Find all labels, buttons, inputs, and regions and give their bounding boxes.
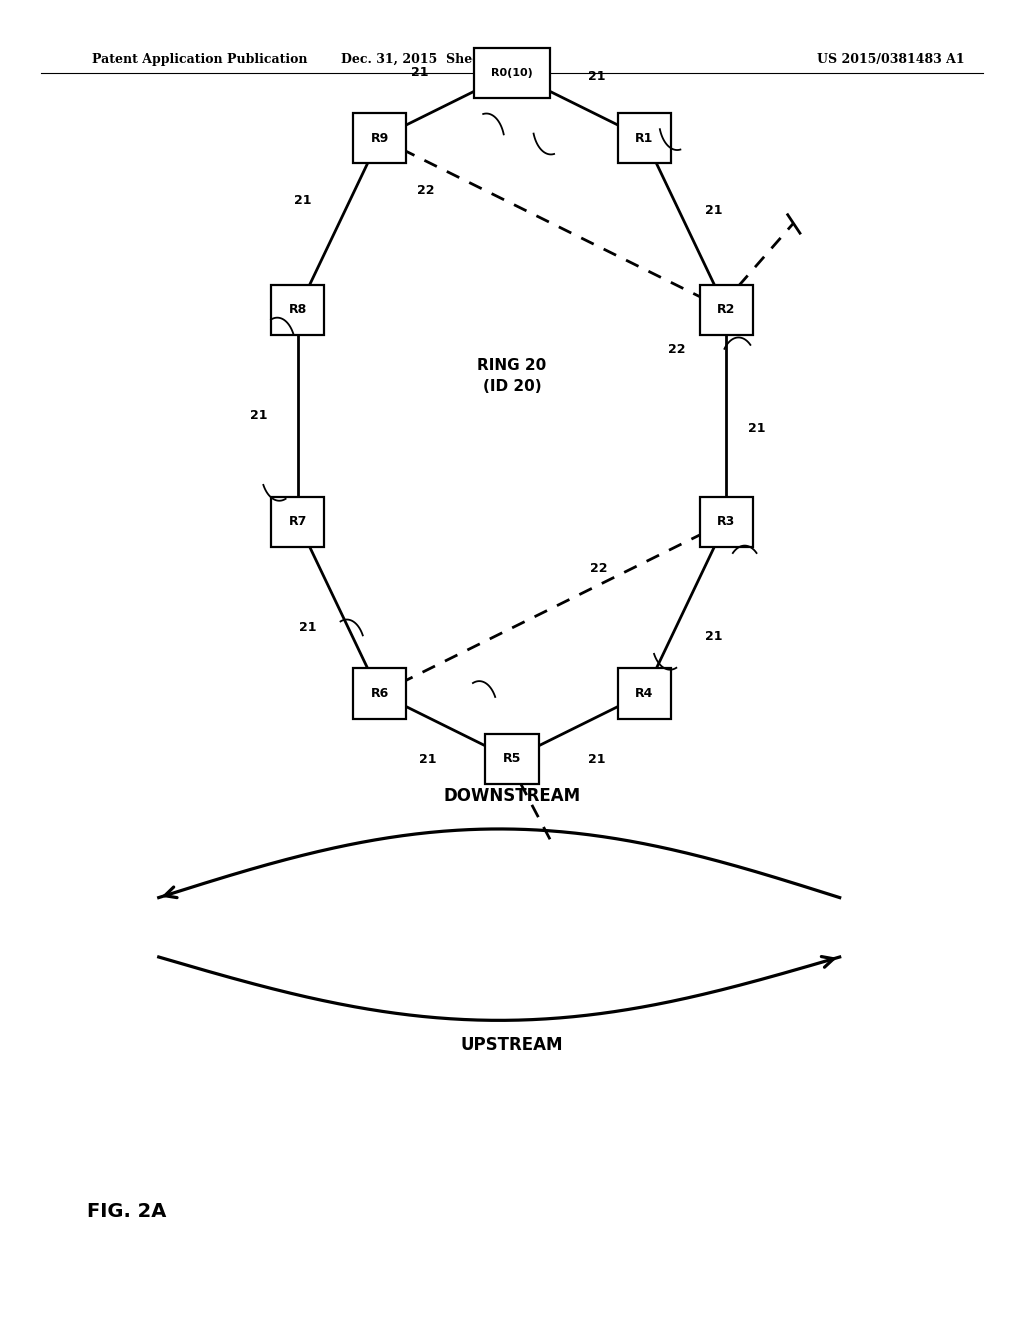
Text: 21: 21 [749, 422, 766, 436]
Text: 21: 21 [299, 620, 316, 634]
Text: UPSTREAM: UPSTREAM [461, 1036, 563, 1055]
FancyBboxPatch shape [617, 114, 671, 164]
Text: R0(10): R0(10) [492, 67, 532, 78]
Text: US 2015/0381483 A1: US 2015/0381483 A1 [817, 53, 965, 66]
Text: R1: R1 [635, 132, 653, 145]
FancyBboxPatch shape [699, 285, 753, 335]
Text: Patent Application Publication: Patent Application Publication [92, 53, 307, 66]
Text: 22: 22 [417, 185, 434, 198]
Text: DOWNSTREAM: DOWNSTREAM [443, 787, 581, 805]
Text: 21: 21 [588, 752, 605, 766]
FancyBboxPatch shape [353, 114, 407, 164]
Text: 21: 21 [419, 752, 436, 766]
FancyBboxPatch shape [473, 48, 551, 98]
Text: 21: 21 [250, 409, 267, 422]
Text: R2: R2 [717, 304, 735, 317]
FancyBboxPatch shape [271, 496, 325, 546]
Text: 21: 21 [706, 630, 723, 643]
Text: RING 20
(ID 20): RING 20 (ID 20) [477, 358, 547, 395]
Text: 22: 22 [590, 561, 608, 574]
Text: 21: 21 [412, 66, 429, 79]
Text: 22: 22 [669, 343, 686, 356]
Text: Dec. 31, 2015  Sheet 2 of 16: Dec. 31, 2015 Sheet 2 of 16 [341, 53, 540, 66]
FancyBboxPatch shape [617, 668, 671, 718]
Text: 21: 21 [294, 194, 311, 207]
Text: R6: R6 [371, 686, 389, 700]
Text: R4: R4 [635, 686, 653, 700]
Text: R3: R3 [717, 515, 735, 528]
Text: FIG. 2A: FIG. 2A [87, 1203, 167, 1221]
FancyBboxPatch shape [485, 734, 539, 784]
FancyBboxPatch shape [699, 496, 753, 546]
FancyBboxPatch shape [353, 668, 407, 718]
Text: R8: R8 [289, 304, 307, 317]
Text: R7: R7 [289, 515, 307, 528]
Text: 21: 21 [706, 205, 723, 218]
FancyBboxPatch shape [271, 285, 325, 335]
Text: R9: R9 [371, 132, 389, 145]
Text: R5: R5 [503, 752, 521, 766]
Text: 21: 21 [588, 70, 605, 83]
